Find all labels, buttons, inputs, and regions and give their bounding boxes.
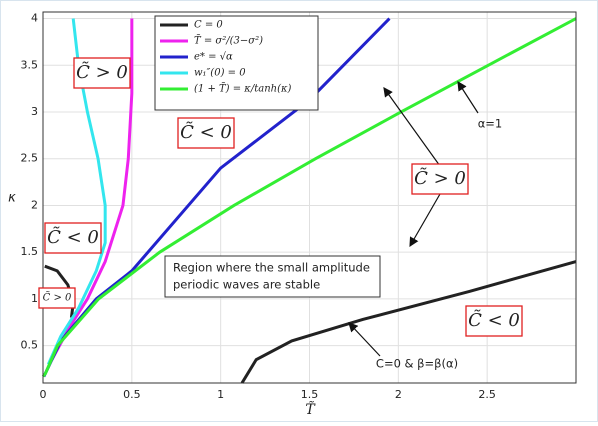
legend-label: e* = √α (194, 52, 233, 63)
annotation-box (465, 305, 523, 337)
annotation-box (38, 287, 76, 309)
annotation: C̃ > 0 (76, 61, 128, 83)
arrows (348, 80, 479, 357)
annotation: C̃ < 0 (468, 309, 520, 331)
y-tick-label: 3.5 (21, 58, 39, 71)
y-tick-label: 2.5 (21, 152, 39, 165)
curve (41, 17, 577, 378)
legend-label: C = 0 (194, 20, 223, 31)
annotation-box (177, 117, 235, 149)
annotation-box (44, 222, 102, 254)
annotation: C=0 & β=β(α) (376, 357, 458, 371)
x-tick-label: 2 (395, 388, 402, 401)
y-tick-label: 1.5 (21, 245, 39, 258)
annotation: C̃ > 0 (414, 167, 466, 189)
annotation: α=1 (478, 117, 503, 131)
annotation: C̃ > 0 (43, 292, 72, 304)
annotation-box (411, 163, 469, 195)
x-tick-label: 1 (217, 388, 224, 401)
x-tick-label: 0.5 (123, 388, 141, 401)
x-axis-label: T̃ (305, 400, 316, 418)
x-tick-label: 1.5 (301, 388, 319, 401)
annotation: Region where the small amplitude (173, 261, 370, 275)
legend-label: T̃ = σ²/(3−σ²) (194, 35, 263, 47)
annotation: C̃ < 0 (180, 121, 232, 143)
curve (240, 260, 577, 384)
x-tick-label: 2.5 (478, 388, 496, 401)
legend-label: w₁″(0) = 0 (194, 68, 246, 79)
region-box (164, 255, 381, 298)
x-tick-label: 0 (40, 388, 47, 401)
y-tick-label: 2 (31, 198, 38, 211)
curve (50, 18, 134, 361)
legend-label: (1 + T̃) = κ/tanh(κ) (194, 83, 292, 95)
legend-box (154, 15, 319, 111)
y-tick-label: 0.5 (21, 339, 39, 352)
y-axis-label: κ (8, 191, 16, 206)
y-tick-label: 4 (31, 12, 38, 25)
annotation: C̃ < 0 (47, 226, 99, 248)
y-tick-label: 3 (31, 105, 38, 118)
plot-border (42, 11, 577, 384)
y-tick-label: 1 (31, 292, 38, 305)
annotation-box (73, 57, 131, 89)
annotation: periodic waves are stable (173, 278, 320, 292)
